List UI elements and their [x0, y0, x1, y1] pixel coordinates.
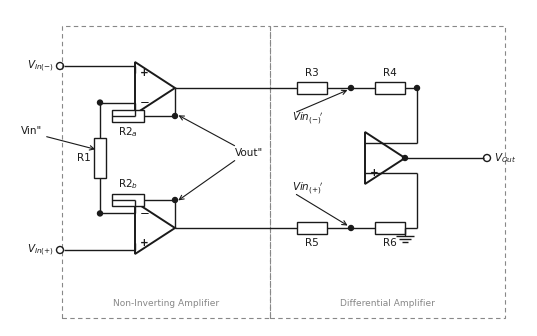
Circle shape: [98, 100, 103, 105]
Text: +: +: [370, 168, 379, 177]
Circle shape: [349, 85, 353, 90]
Text: R3: R3: [305, 68, 319, 78]
Text: R6: R6: [383, 238, 397, 248]
Text: Differential Amplifier: Differential Amplifier: [340, 299, 435, 308]
Text: +: +: [140, 238, 149, 248]
Text: R2$_b$: R2$_b$: [118, 177, 138, 191]
Circle shape: [349, 225, 353, 230]
Circle shape: [415, 85, 419, 90]
Text: −: −: [140, 207, 150, 220]
Text: R2$_a$: R2$_a$: [118, 125, 138, 139]
Bar: [62, 26, 270, 318]
Bar: [297, 82, 327, 94]
Bar: [94, 138, 106, 178]
Text: $Vin_{(+)}\!'$: $Vin_{(+)}\!'$: [292, 180, 323, 196]
Text: −: −: [370, 137, 380, 150]
Circle shape: [403, 156, 408, 161]
Text: +: +: [140, 69, 149, 78]
Text: R4: R4: [383, 68, 397, 78]
Text: $Vin_{(-)}\!'$: $Vin_{(-)}\!'$: [292, 110, 323, 126]
Text: −: −: [140, 96, 150, 109]
Bar: [270, 26, 505, 318]
Circle shape: [98, 211, 103, 216]
Bar: [297, 222, 327, 234]
Text: $V_{Out}$: $V_{Out}$: [495, 151, 517, 165]
Text: Vin": Vin": [21, 126, 42, 136]
Bar: [375, 82, 405, 94]
Text: Non-Inverting Amplifier: Non-Inverting Amplifier: [113, 299, 219, 308]
Text: $V_{In(-)}$: $V_{In(-)}$: [26, 58, 54, 74]
Bar: [112, 194, 144, 206]
Bar: [112, 110, 144, 122]
Text: R5: R5: [305, 238, 319, 248]
Text: $V_{In(+)}$: $V_{In(+)}$: [26, 242, 54, 258]
Text: Vout": Vout": [235, 148, 263, 158]
Bar: [375, 222, 405, 234]
Circle shape: [172, 198, 178, 203]
Text: R1: R1: [77, 153, 91, 163]
Circle shape: [172, 114, 178, 119]
